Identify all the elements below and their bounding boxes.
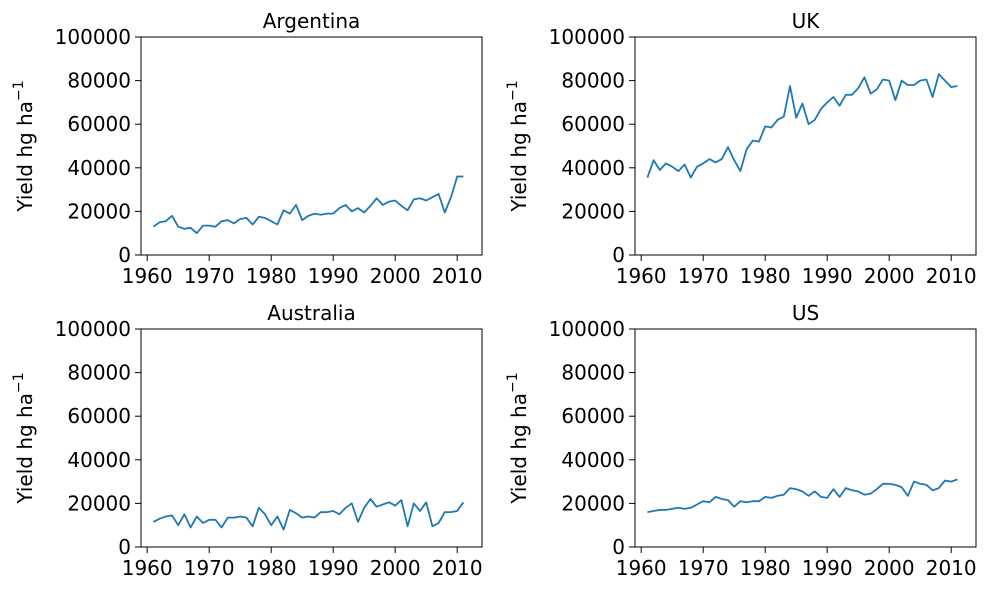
x-tick-label: 1960 — [122, 556, 173, 580]
x-tick-label: 2000 — [864, 556, 915, 580]
subplot-title: Australia — [267, 301, 355, 325]
y-tick-label: 60000 — [67, 404, 131, 428]
x-tick-label: 1990 — [308, 556, 359, 580]
subplot-title: Argentina — [263, 9, 361, 33]
x-tick-label: 1980 — [246, 556, 297, 580]
y-tick-label: 40000 — [561, 156, 625, 180]
subplot-australia: Australia 0 20000 40000 60000 80000 100000 1960… — [11, 301, 483, 580]
subplot-uk: UK 0 20000 40000 60000 80000 100000 1960 1970 198… — [505, 9, 977, 288]
y-tick-label: 20000 — [561, 199, 625, 223]
plot-frame — [634, 36, 977, 256]
subplot-title: US — [792, 301, 819, 325]
x-tick-label: 1970 — [184, 556, 235, 580]
y-tick-label: 20000 — [67, 491, 131, 515]
plot-frame — [634, 328, 977, 548]
y-tick-label: 40000 — [67, 156, 131, 180]
y-axis-label: Yield hg ha−1 — [505, 80, 531, 212]
series-line — [646, 73, 958, 179]
x-tick-label: 1990 — [802, 264, 853, 288]
x-tick-label: 2010 — [432, 556, 483, 580]
y-tick-label: 100000 — [55, 317, 131, 341]
x-tick-label: 2010 — [926, 556, 977, 580]
series-line — [152, 175, 464, 235]
y-tick-label: 60000 — [561, 404, 625, 428]
x-tick-label: 2010 — [432, 264, 483, 288]
y-tick-label: 0 — [612, 243, 625, 267]
y-tick-label: 0 — [118, 535, 131, 559]
y-axis-label: Yield hg ha−1 — [11, 372, 37, 504]
x-tick-label: 1980 — [246, 264, 297, 288]
subplot-title: UK — [792, 9, 821, 33]
y-tick-label: 100000 — [55, 25, 131, 49]
y-tick-label: 80000 — [561, 69, 625, 93]
plot-frame — [140, 36, 483, 256]
x-tick-label: 1980 — [740, 264, 791, 288]
series-line — [647, 478, 958, 513]
y-tick-label: 80000 — [561, 361, 625, 385]
y-tick-label: 0 — [612, 535, 625, 559]
subplot-argentina: Argentina 0 20000 40000 60000 80000 100000 1960… — [11, 9, 483, 288]
y-tick-label: 20000 — [67, 199, 131, 223]
y-axis-label: Yield hg ha−1 — [11, 80, 37, 212]
x-tick-label: 2010 — [926, 264, 977, 288]
y-tick-label: 60000 — [67, 112, 131, 136]
subplot-us: US 0 20000 40000 60000 80000 100000 1960 1970 198… — [505, 301, 977, 580]
series-line — [152, 498, 465, 531]
x-tick-label: 1970 — [184, 264, 235, 288]
y-tick-label: 100000 — [549, 25, 625, 49]
x-tick-label: 1990 — [802, 556, 853, 580]
y-tick-label: 80000 — [67, 69, 131, 93]
x-tick-label: 1970 — [678, 556, 729, 580]
x-tick-label: 1960 — [122, 264, 173, 288]
y-tick-label: 40000 — [67, 448, 131, 472]
x-tick-label: 1980 — [740, 556, 791, 580]
y-tick-label: 20000 — [561, 491, 625, 515]
y-tick-label: 60000 — [561, 112, 625, 136]
y-tick-label: 80000 — [67, 361, 131, 385]
plot-frame — [140, 328, 483, 548]
x-tick-label: 1970 — [678, 264, 729, 288]
x-tick-label: 2000 — [370, 556, 421, 580]
x-tick-label: 1960 — [616, 556, 667, 580]
y-tick-label: 40000 — [561, 448, 625, 472]
y-tick-label: 0 — [118, 243, 131, 267]
y-tick-label: 100000 — [549, 317, 625, 341]
x-tick-label: 2000 — [864, 264, 915, 288]
y-axis-label: Yield hg ha−1 — [505, 372, 531, 504]
x-tick-label: 1990 — [308, 264, 359, 288]
x-tick-label: 2000 — [370, 264, 421, 288]
x-tick-label: 1960 — [616, 264, 667, 288]
